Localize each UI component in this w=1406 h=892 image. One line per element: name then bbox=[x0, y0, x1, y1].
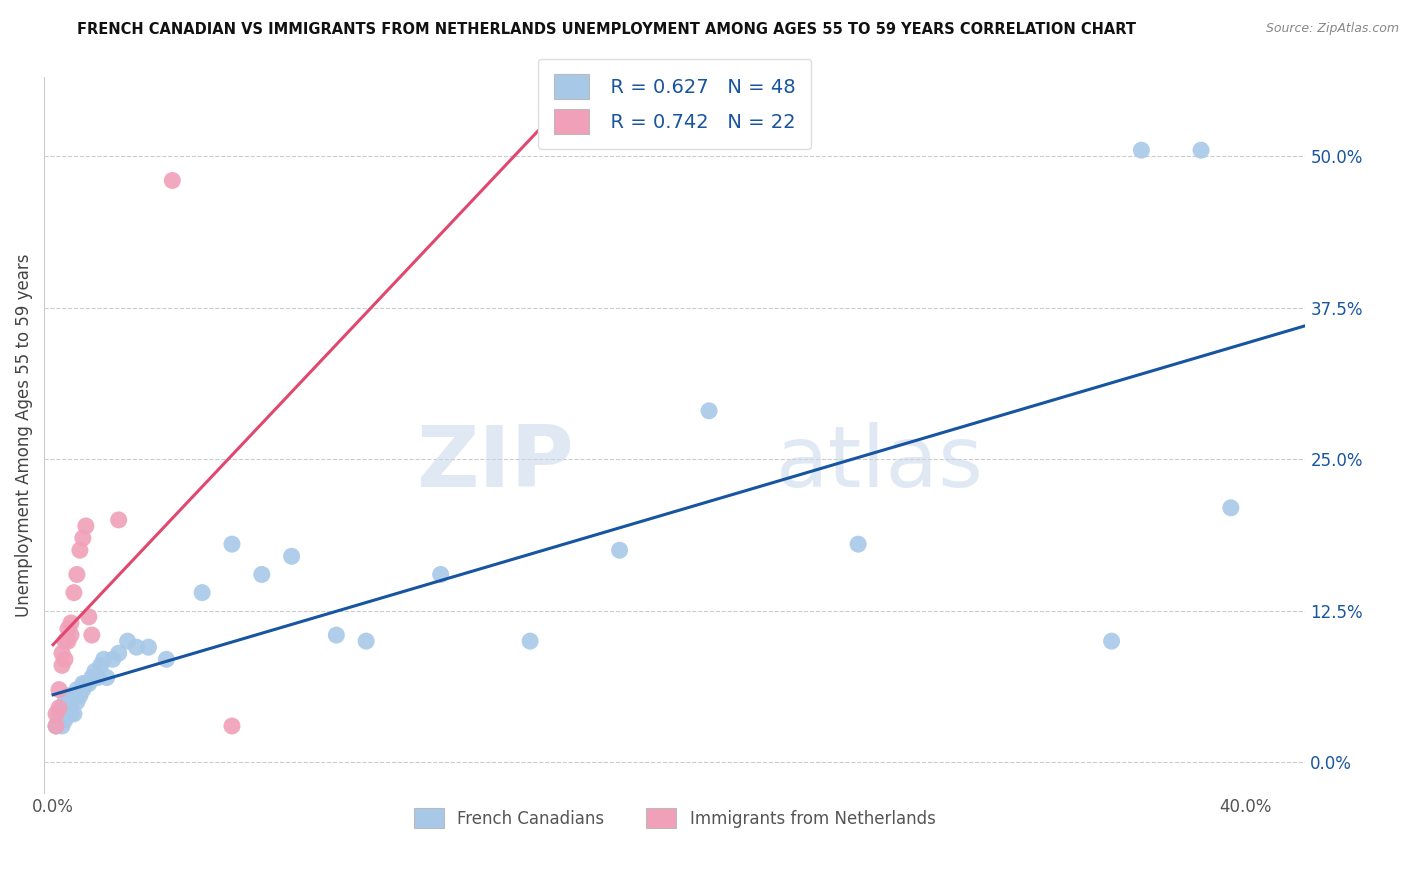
Point bbox=[66, 567, 89, 582]
Point bbox=[80, 628, 103, 642]
Point bbox=[1219, 500, 1241, 515]
Point bbox=[354, 634, 377, 648]
Point bbox=[66, 695, 89, 709]
Point bbox=[90, 658, 112, 673]
Point bbox=[59, 706, 82, 721]
Point bbox=[53, 652, 76, 666]
Point bbox=[221, 537, 243, 551]
Point bbox=[45, 706, 67, 721]
Point bbox=[117, 634, 139, 648]
Point bbox=[191, 585, 214, 599]
Point bbox=[63, 706, 86, 721]
Point bbox=[77, 610, 100, 624]
Point bbox=[56, 689, 79, 703]
Point bbox=[96, 671, 118, 685]
Point bbox=[107, 513, 129, 527]
Point bbox=[59, 628, 82, 642]
Point bbox=[1130, 143, 1153, 157]
Point bbox=[66, 682, 89, 697]
Point bbox=[138, 640, 160, 655]
Point bbox=[325, 628, 347, 642]
Point bbox=[53, 634, 76, 648]
Point bbox=[45, 719, 67, 733]
Point bbox=[162, 173, 184, 187]
Y-axis label: Unemployment Among Ages 55 to 59 years: Unemployment Among Ages 55 to 59 years bbox=[15, 253, 32, 616]
Point bbox=[1189, 143, 1212, 157]
Legend: French Canadians, Immigrants from Netherlands: French Canadians, Immigrants from Nether… bbox=[408, 802, 942, 834]
Point bbox=[280, 549, 302, 564]
Point bbox=[846, 537, 869, 551]
Point bbox=[429, 567, 451, 582]
Point bbox=[519, 634, 541, 648]
Point bbox=[48, 706, 70, 721]
Point bbox=[56, 634, 79, 648]
Point bbox=[45, 719, 67, 733]
Point bbox=[63, 689, 86, 703]
Point bbox=[250, 567, 273, 582]
Point bbox=[1101, 634, 1123, 648]
Text: ZIP: ZIP bbox=[416, 422, 574, 505]
Text: FRENCH CANADIAN VS IMMIGRANTS FROM NETHERLANDS UNEMPLOYMENT AMONG AGES 55 TO 59 : FRENCH CANADIAN VS IMMIGRANTS FROM NETHE… bbox=[77, 22, 1136, 37]
Point bbox=[75, 676, 97, 690]
Point bbox=[48, 682, 70, 697]
Point bbox=[53, 695, 76, 709]
Point bbox=[93, 652, 115, 666]
Point bbox=[53, 713, 76, 727]
Point bbox=[69, 543, 91, 558]
Point bbox=[75, 519, 97, 533]
Text: atlas: atlas bbox=[776, 422, 984, 505]
Point bbox=[51, 719, 73, 733]
Point bbox=[72, 682, 94, 697]
Point bbox=[51, 658, 73, 673]
Point bbox=[107, 646, 129, 660]
Point bbox=[80, 671, 103, 685]
Point bbox=[51, 646, 73, 660]
Point bbox=[69, 689, 91, 703]
Point bbox=[83, 665, 105, 679]
Point bbox=[59, 615, 82, 630]
Point bbox=[609, 543, 631, 558]
Point bbox=[59, 695, 82, 709]
Point bbox=[48, 713, 70, 727]
Point bbox=[87, 671, 110, 685]
Point bbox=[48, 700, 70, 714]
Point bbox=[56, 706, 79, 721]
Point bbox=[72, 676, 94, 690]
Point bbox=[101, 652, 124, 666]
Point bbox=[51, 700, 73, 714]
Point bbox=[63, 585, 86, 599]
Text: Source: ZipAtlas.com: Source: ZipAtlas.com bbox=[1265, 22, 1399, 36]
Point bbox=[155, 652, 177, 666]
Point bbox=[56, 622, 79, 636]
Point bbox=[221, 719, 243, 733]
Point bbox=[72, 531, 94, 545]
Point bbox=[697, 404, 720, 418]
Point bbox=[77, 676, 100, 690]
Point bbox=[125, 640, 148, 655]
Point bbox=[56, 700, 79, 714]
